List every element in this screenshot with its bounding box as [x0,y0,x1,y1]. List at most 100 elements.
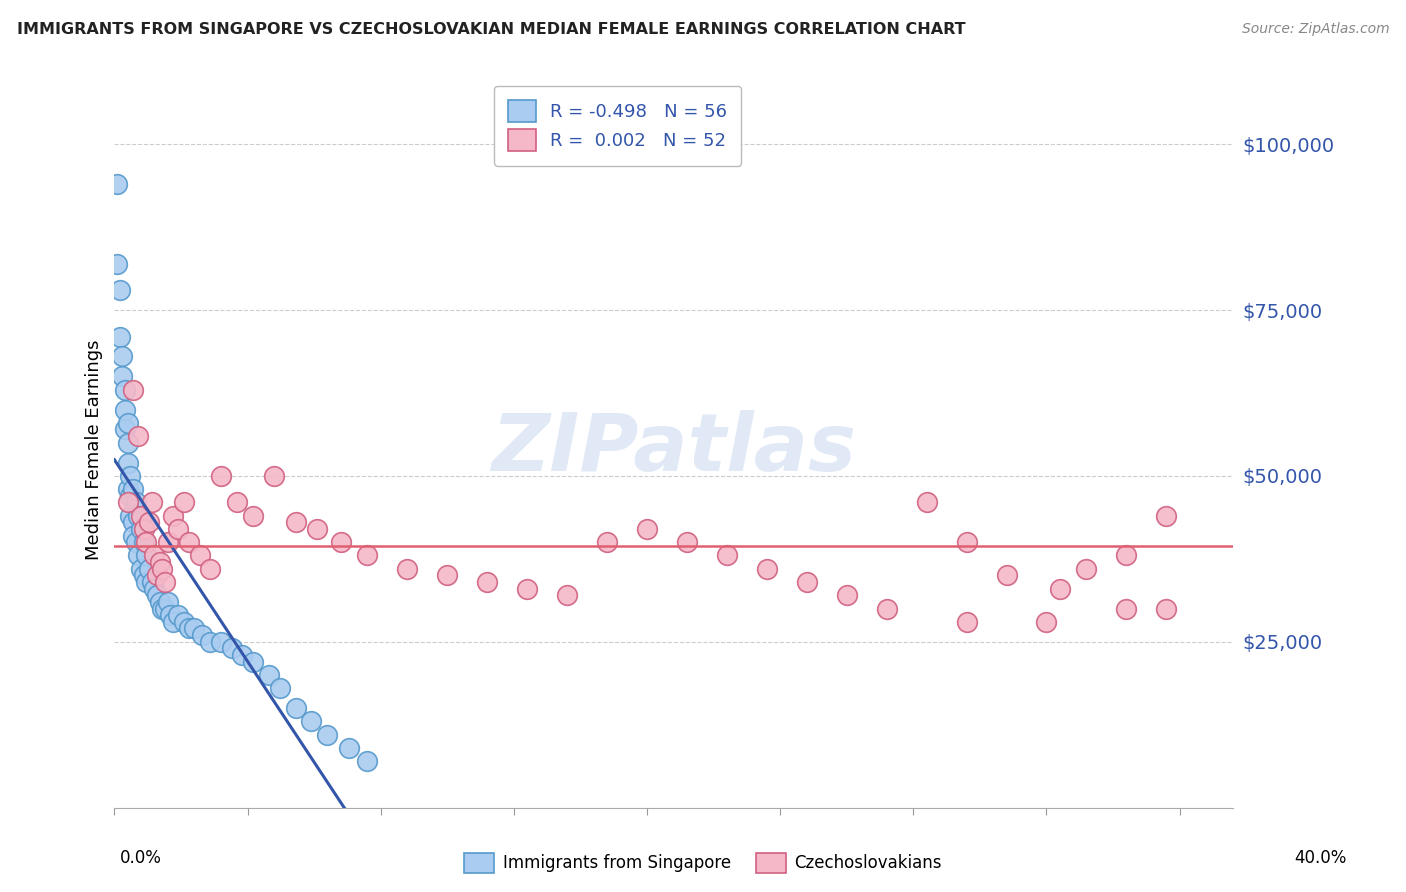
Point [125,535,148,549]
Point [1049,582,1071,596]
Point [125,495,148,509]
Point [138,562,160,576]
Point [955,535,977,549]
Point [105,177,128,191]
Point [150,601,173,615]
Text: IMMIGRANTS FROM SINGAPORE VS CZECHOSLOVAKIAN MEDIAN FEMALE EARNINGS CORRELATION : IMMIGRANTS FROM SINGAPORE VS CZECHOSLOVA… [17,22,966,37]
Point [755,562,778,576]
Point [120,489,142,503]
Point [159,608,181,623]
Point [284,516,307,530]
Point [257,668,280,682]
Point [209,634,232,648]
Point [1115,601,1137,615]
Point [1156,601,1178,615]
Point [120,468,142,483]
Point [188,549,211,563]
Point [146,588,169,602]
Point [127,508,149,523]
Point [177,622,200,636]
Point [117,456,139,470]
Point [396,562,419,576]
Point [132,568,155,582]
Text: 40.0%: 40.0% [1295,849,1347,867]
Point [876,601,898,615]
Point [127,429,149,443]
Point [143,549,166,563]
Point [337,740,360,755]
Y-axis label: Median Female Earnings: Median Female Earnings [86,339,103,559]
Point [122,383,145,397]
Point [516,582,538,596]
Point [796,575,818,590]
Point [156,535,179,549]
Point [226,495,249,509]
Point [149,555,172,569]
Point [129,562,152,576]
Text: 0.0%: 0.0% [120,849,162,867]
Point [263,468,285,483]
Point [111,369,134,384]
Point [149,595,172,609]
Point [141,495,163,509]
Point [117,482,139,496]
Point [117,495,139,509]
Point [676,535,699,549]
Point [117,435,139,450]
Point [835,588,858,602]
Point [143,582,166,596]
Point [117,416,139,430]
Point [153,575,176,590]
Point [162,615,184,629]
Point [955,615,977,629]
Point [356,754,378,768]
Point [135,535,157,549]
Point [596,535,619,549]
Point [1076,562,1098,576]
Point [200,562,222,576]
Point [177,535,200,549]
Point [122,528,145,542]
Point [150,562,173,576]
Legend: Immigrants from Singapore, Czechoslovakians: Immigrants from Singapore, Czechoslovaki… [458,847,948,880]
Point [231,648,253,662]
Point [173,615,195,629]
Point [111,350,134,364]
Point [153,601,176,615]
Point [162,508,184,523]
Point [1035,615,1057,629]
Point [269,681,291,696]
Point [114,402,136,417]
Point [200,634,222,648]
Point [716,549,738,563]
Point [284,701,307,715]
Point [105,256,128,270]
Point [305,522,328,536]
Point [167,522,190,536]
Point [132,522,155,536]
Point [477,575,499,590]
Legend: R = -0.498   N = 56, R =  0.002   N = 52: R = -0.498 N = 56, R = 0.002 N = 52 [494,86,741,166]
Point [127,549,149,563]
Text: ZIPatlas: ZIPatlas [491,410,856,488]
Point [242,508,264,523]
Point [122,516,145,530]
Point [146,568,169,582]
Point [138,516,160,530]
Point [156,595,179,609]
Point [183,622,205,636]
Point [173,495,195,509]
Point [356,549,378,563]
Point [436,568,458,582]
Point [191,628,214,642]
Point [135,549,157,563]
Point [316,728,339,742]
Point [135,575,157,590]
Point [329,535,352,549]
Point [1115,549,1137,563]
Point [636,522,658,536]
Point [167,608,190,623]
Point [915,495,938,509]
Point [132,535,155,549]
Point [129,508,152,523]
